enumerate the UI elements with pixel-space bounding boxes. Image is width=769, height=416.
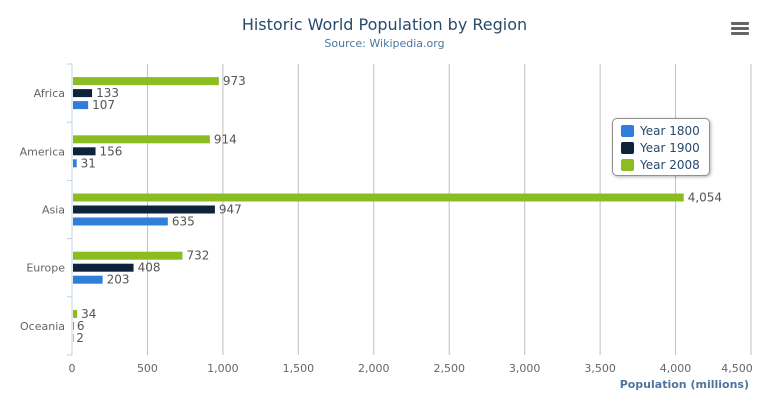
- data-label: 156: [100, 144, 123, 158]
- x-tick-label: 3,000: [509, 362, 541, 375]
- bar-year-2008: [73, 77, 219, 86]
- bar-year-1900: [73, 263, 134, 272]
- legend-swatch: [621, 159, 634, 171]
- legend: Year 1800 Year 1900 Year 2008: [612, 118, 710, 176]
- bar-year-1800: [73, 159, 77, 168]
- x-tick-label: 2,500: [433, 362, 465, 375]
- category-label: America: [20, 145, 65, 158]
- legend-label: Year 1900: [640, 141, 700, 155]
- bar-year-2008: [73, 135, 210, 144]
- x-tick-label: 500: [137, 362, 158, 375]
- legend-item-2008[interactable]: Year 2008: [621, 157, 709, 173]
- data-label: 2: [76, 331, 84, 345]
- data-label: 133: [96, 86, 119, 100]
- bar-year-1900: [73, 89, 93, 98]
- legend-item-1900[interactable]: Year 1900: [621, 140, 709, 156]
- data-label: 107: [92, 98, 115, 112]
- legend-item-1800[interactable]: Year 1800: [621, 123, 709, 139]
- data-label: 203: [107, 273, 130, 287]
- bar-year-1800: [73, 333, 74, 342]
- chart-title: Historic World Population by Region: [241, 15, 528, 34]
- data-label: 31: [81, 156, 96, 170]
- x-tick-label: 3,500: [584, 362, 616, 375]
- data-label: 973: [223, 74, 246, 88]
- bar-year-1800: [73, 275, 103, 284]
- axis-title: Population (millions): [620, 378, 749, 391]
- bar-year-2008: [73, 309, 78, 318]
- data-label: 635: [172, 215, 195, 229]
- bar-year-1800: [73, 101, 89, 110]
- x-tick-label: 4,500: [721, 362, 753, 375]
- x-tick-label: 1,500: [283, 362, 315, 375]
- data-label: 34: [81, 307, 96, 321]
- bar-year-1900: [73, 321, 74, 330]
- category-label: Asia: [42, 204, 65, 217]
- category-label: Europe: [26, 262, 65, 275]
- data-label: 4,054: [688, 191, 722, 205]
- data-label: 732: [186, 249, 209, 263]
- bar-year-1900: [73, 205, 215, 214]
- category-label: Africa: [34, 87, 65, 100]
- legend-label: Year 2008: [640, 158, 700, 172]
- data-label: 408: [138, 261, 161, 275]
- data-label: 6: [77, 319, 85, 333]
- legend-label: Year 1800: [640, 124, 700, 138]
- hamburger-menu-icon[interactable]: [731, 22, 749, 36]
- data-label: 914: [214, 132, 237, 146]
- x-tick-label: 4,000: [660, 362, 692, 375]
- bar-year-1800: [73, 217, 168, 226]
- legend-swatch: [621, 142, 634, 154]
- x-tick-label: 0: [69, 362, 76, 375]
- x-tick-label: 1,000: [207, 362, 239, 375]
- bar-year-2008: [73, 193, 684, 202]
- category-label: Oceania: [20, 320, 65, 333]
- x-tick-label: 2,000: [358, 362, 390, 375]
- data-label: 947: [219, 203, 242, 217]
- chart-subtitle: Source: Wikipedia.org: [324, 37, 445, 50]
- legend-swatch: [621, 125, 634, 137]
- bar-year-1900: [73, 147, 96, 156]
- bar-year-2008: [73, 251, 183, 260]
